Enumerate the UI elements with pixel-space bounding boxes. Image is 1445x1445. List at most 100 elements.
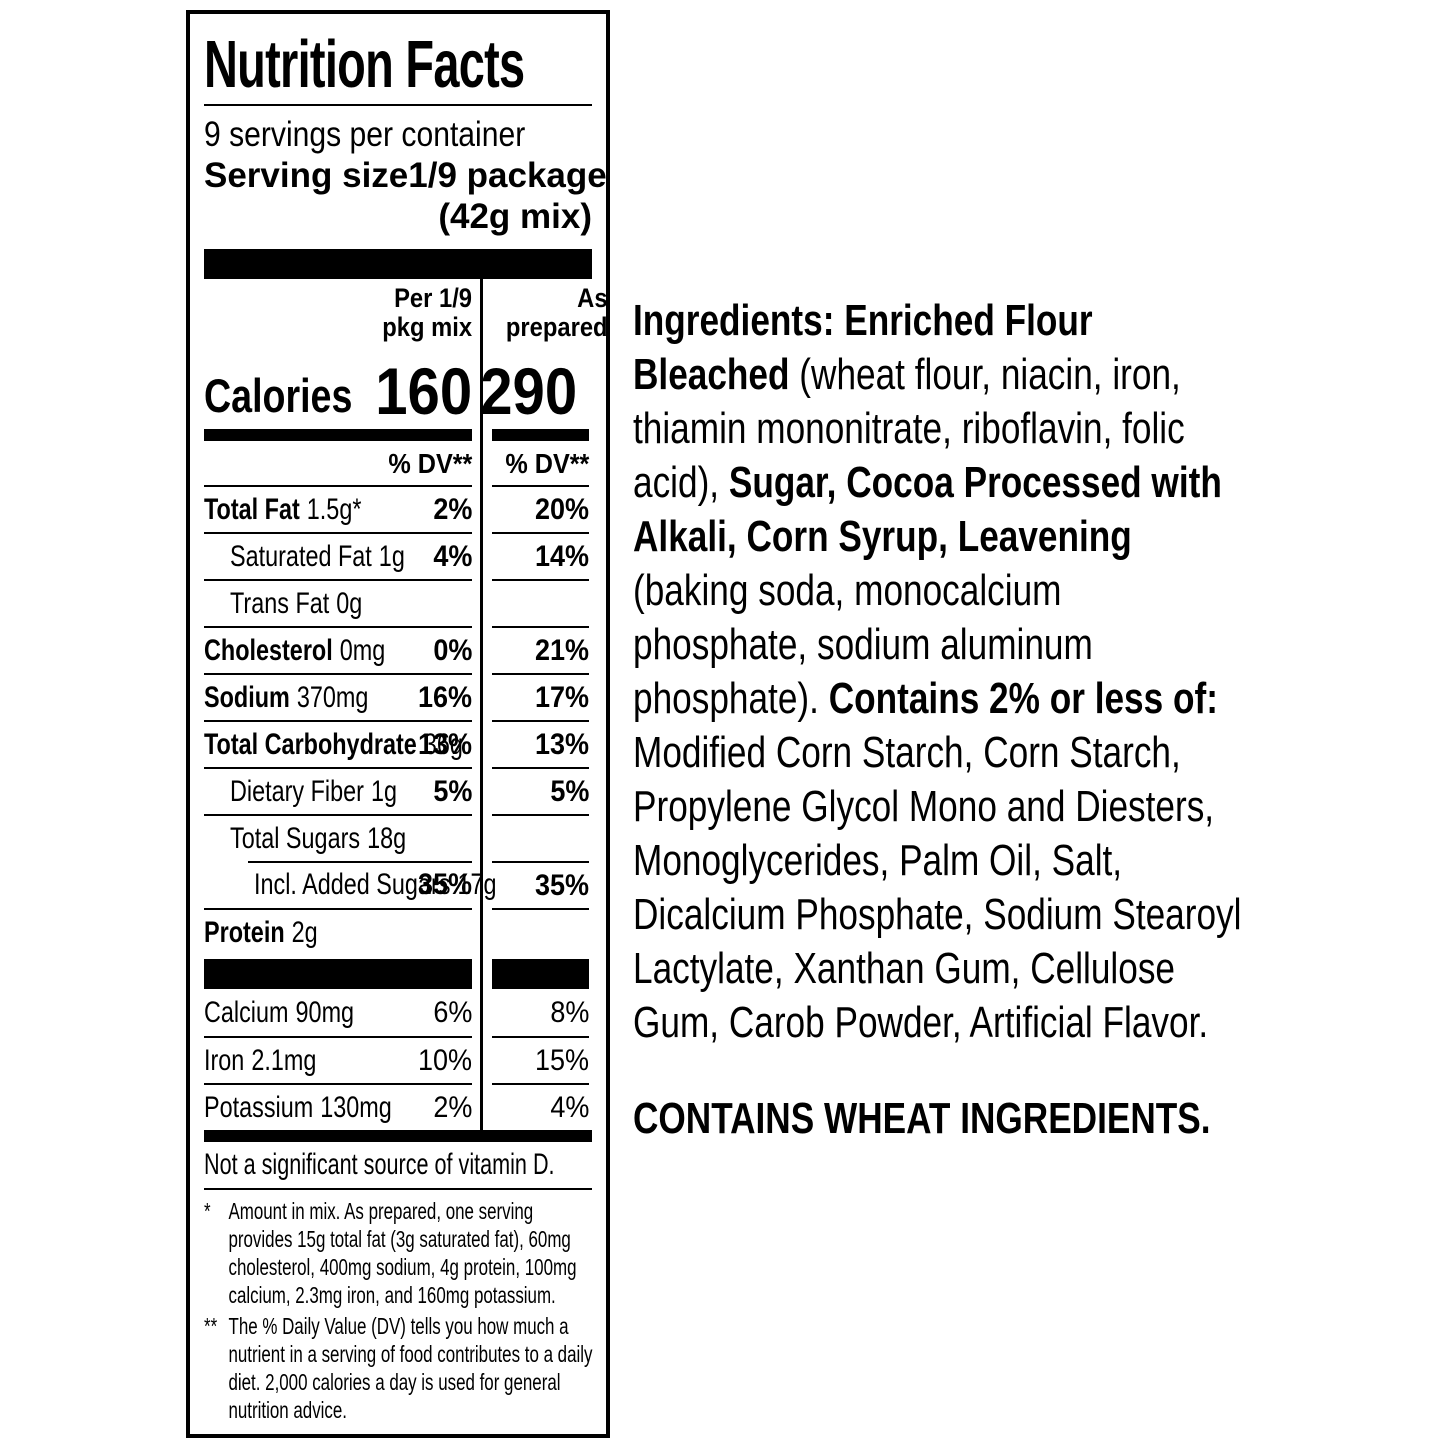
percent-dv-header-row: % DV** % DV** (204, 441, 592, 485)
calories-prepared-value: 290 (480, 354, 577, 428)
footnote: * Amount in mix. As prepared, one serving… (204, 1197, 596, 1309)
dv-prepared-value: 4% (549, 1090, 589, 1124)
nutrient-row: Cholesterol 0mg 0% 21% (204, 626, 592, 673)
allergen-statement: CONTAINS WHEAT INGREDIENTS. (633, 1094, 1211, 1143)
ingredients-line: Modified Corn Starch, Corn Starch, (633, 728, 1181, 777)
footnotes: * Amount in mix. As prepared, one serving… (204, 1197, 596, 1424)
nutrient-row: Total Sugars 18g (204, 814, 592, 861)
nutrient-name: Total Fat (204, 492, 300, 526)
ingredients-line: acid), Sugar, Cocoa Processed with (633, 458, 1222, 507)
serving-size-label: Serving size (204, 156, 409, 195)
nutrient-name: Total Sugars (230, 821, 361, 855)
nutrient-name: Incl. Added Sugars (254, 867, 451, 901)
nutrient-row: Total Carbohydrate 36g 13% 13% (204, 720, 592, 767)
ingredients-line: Bleached (wheat flour, niacin, iron, (633, 350, 1181, 399)
dv-mix-value: 6% (432, 995, 472, 1029)
section-bar-top (204, 249, 592, 279)
dv-mix-value: 10% (417, 1043, 472, 1077)
footnote-divider (204, 1188, 592, 1190)
nutrient-name: Total Carbohydrate (204, 727, 417, 761)
ingredients-line: Gum, Carob Powder, Artificial Flavor. (633, 998, 1209, 1047)
dv-prepared-value: 17% (534, 680, 589, 714)
ingredients-line: Propylene Glycol Mono and Diesters, (633, 782, 1215, 831)
dv-mix-value: 13% (417, 727, 472, 761)
serving-size-weight: (42g mix) (438, 197, 592, 236)
footnote: ** The % Daily Value (DV) tells you how m… (204, 1312, 596, 1424)
percent-dv-header-prepared: % DV** (504, 448, 589, 479)
dv-mix-value: 2% (432, 1090, 472, 1124)
ingredients-line: phosphate). Contains 2% or less of: (633, 674, 1218, 723)
nutrient-row: Saturated Fat 1g 4% 14% (204, 532, 592, 579)
nutrient-name: Sodium (204, 680, 290, 714)
nutrient-row: Protein 2g (204, 908, 592, 955)
dual-column-region: Per 1/9 pkg mix As prepared Calories 160… (204, 279, 608, 1130)
nutrient-amount: 1g (378, 539, 405, 573)
nutrient-row: Dietary Fiber 1g 5% 5% (204, 767, 592, 814)
nutrient-row: Incl. Added Sugars 17g 35% 35% (204, 861, 592, 908)
servings-per-container: 9 servings per container (204, 115, 526, 154)
footnote-marker: ** (204, 1313, 218, 1339)
nutrition-facts-label: Nutrition Facts 9 servings per container… (186, 10, 610, 1438)
nutrient-amount: 18g (367, 821, 407, 855)
nutrient-amount: 90mg (295, 995, 355, 1029)
nutrient-row: Calcium 90mg 6% 8% (204, 989, 592, 1036)
nutrient-name: Cholesterol (204, 633, 333, 667)
serving-size-row2: (42g mix) (204, 197, 592, 239)
dv-mix-value: 4% (432, 539, 472, 573)
no-significant-source-note: Not a significant source of vitamin D. (204, 1148, 555, 1181)
nutrient-name: Calcium (204, 995, 289, 1029)
section-bar-bottom (204, 1130, 592, 1142)
nutrient-name: Iron (204, 1043, 245, 1077)
nutrient-name: Dietary Fiber (230, 774, 364, 808)
calories-mix-value: 160 (375, 354, 472, 428)
footnote-marker: * (204, 1198, 211, 1224)
dv-prepared-value: 21% (534, 633, 589, 667)
ingredients-line: (baking soda, monocalcium (633, 566, 1062, 615)
dv-mix-value: 16% (417, 680, 472, 714)
nutrient-amount: 2g (291, 915, 318, 949)
column-headers-row: Per 1/9 pkg mix As prepared (204, 279, 608, 343)
nutrient-amount: 17g (457, 867, 497, 901)
dv-mix-value: 2% (432, 492, 472, 526)
mineral-row: Iron 2.1mg 10% 15% (204, 1036, 592, 1083)
nutrient-amount: 2.1mg (251, 1043, 317, 1077)
dv-mix-value: 0% (432, 633, 472, 667)
calories-label: Calories (204, 369, 353, 422)
protein-separator-bars (204, 959, 592, 989)
nutrient-name: Protein (204, 915, 285, 949)
percent-dv-header-mix: % DV** (387, 448, 472, 479)
ingredients-line: Ingredients: Enriched Flour (633, 296, 1093, 345)
footnote-text: The % Daily Value (DV) tells you how muc… (228, 1313, 593, 1423)
label-title-text: Nutrition Facts (204, 27, 525, 102)
column-header-mix: Per 1/9 pkg mix (382, 283, 472, 342)
calories-underline-bars (204, 429, 592, 441)
mineral-rows: Calcium 90mg 6% 8% Iron 2.1mg 10% 15% Potassium 1… (204, 989, 592, 1130)
ingredients-line: Alkali, Corn Syrup, Leavening (633, 512, 1132, 561)
footnote-text: Amount in mix. As prepared, one serving … (228, 1198, 577, 1308)
serving-size-row: Serving size 1/9 package (204, 155, 607, 197)
mineral-row: Potassium 130mg 2% 4% (204, 1083, 592, 1130)
nutrient-rows: Total Fat 1.5g* 2% 20% Saturated Fat 1g 4% 14% T… (204, 485, 592, 955)
dv-prepared-value: 8% (549, 995, 589, 1029)
dv-mix-value: 35% (417, 867, 472, 901)
dv-prepared-value: 35% (534, 868, 589, 902)
calories-row: Calories 160 290 (204, 343, 592, 428)
label-title: Nutrition Facts (204, 22, 592, 104)
ingredients-line: phosphate, sodium aluminum (633, 620, 1093, 669)
nutrient-amount: 370mg (296, 680, 369, 714)
column-header-prepared: As prepared (505, 283, 608, 342)
dv-prepared-value: 15% (534, 1043, 589, 1077)
nutrient-name: Trans Fat (230, 586, 330, 620)
serving-size-value: 1/9 package (408, 156, 607, 195)
dv-prepared-value: 20% (534, 492, 589, 526)
dv-prepared-value: 13% (534, 727, 589, 761)
ingredients-line: Lactylate, Xanthan Gum, Cellulose (633, 944, 1175, 993)
nutrient-amount: 1.5g* (306, 492, 362, 526)
nutrient-amount: 130mg (320, 1090, 392, 1124)
title-divider (204, 104, 592, 106)
nutrient-name: Saturated Fat (230, 539, 372, 573)
ingredients-line: Dicalcium Phosphate, Sodium Stearoyl (633, 890, 1242, 939)
dv-prepared-value: 5% (549, 774, 589, 808)
ingredients-text: Ingredients: Enriched Flour Bleached (whe… (633, 294, 1273, 1050)
nutrient-amount: 0g (336, 586, 363, 620)
